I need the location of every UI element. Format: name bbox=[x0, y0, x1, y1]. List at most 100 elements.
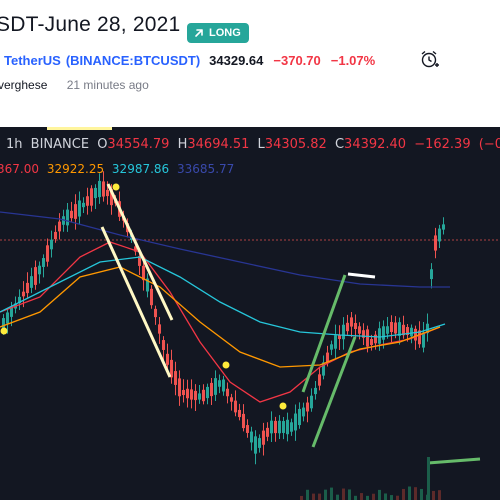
candle-body bbox=[94, 187, 97, 199]
candle-body bbox=[382, 326, 385, 340]
low-label: L bbox=[257, 137, 265, 152]
interval-label[interactable]: 1h bbox=[6, 137, 23, 152]
candle-body bbox=[354, 322, 357, 330]
candle-body bbox=[302, 407, 305, 417]
high-label: H bbox=[177, 137, 188, 152]
candle-body bbox=[70, 210, 73, 219]
ma-value-red: 367.00 bbox=[0, 162, 39, 176]
candle-body bbox=[266, 427, 269, 437]
trendline-green-bottom bbox=[427, 457, 481, 465]
candle-body bbox=[350, 317, 353, 327]
candlestick-canvas bbox=[0, 171, 500, 500]
candle-body bbox=[158, 324, 161, 334]
candle-body bbox=[174, 371, 177, 385]
signal-dot bbox=[222, 361, 230, 369]
candle-body bbox=[278, 420, 281, 434]
close-value: 34392.40 bbox=[344, 137, 407, 152]
signal-dot bbox=[112, 183, 120, 191]
volume-bar bbox=[432, 490, 435, 500]
candle-body bbox=[182, 389, 185, 396]
volume-bar bbox=[300, 495, 303, 500]
candle-body bbox=[178, 378, 181, 397]
trendline-green-right bbox=[311, 336, 357, 448]
ohlc-legend: 1h BINANCE O34554.79 H34694.51 L34305.82… bbox=[6, 137, 500, 152]
long-badge: LONG bbox=[187, 23, 249, 43]
volume-bar bbox=[420, 488, 423, 500]
candle-body bbox=[18, 296, 21, 304]
volume-bar bbox=[414, 487, 417, 500]
candle-body bbox=[338, 334, 341, 340]
close-label: C bbox=[334, 137, 345, 152]
candle-body bbox=[242, 413, 245, 429]
candle-body bbox=[442, 224, 445, 230]
high-value: 34694.51 bbox=[187, 137, 250, 152]
candle-body bbox=[170, 359, 173, 378]
published-time: 21 minutes ago bbox=[66, 78, 149, 92]
candle-body bbox=[258, 438, 261, 448]
candle-body bbox=[298, 408, 301, 426]
symbol-name-link[interactable]: TetherUS bbox=[4, 53, 61, 68]
volume-bar bbox=[427, 457, 430, 500]
candle-body bbox=[146, 278, 149, 292]
candle-body bbox=[254, 436, 257, 454]
candle-body bbox=[138, 256, 141, 266]
idea-title: SDT-June 28, 2021 bbox=[0, 13, 181, 36]
candle-body bbox=[274, 420, 277, 434]
ma-value-cyan: 32987.86 bbox=[111, 162, 170, 176]
candle-body bbox=[58, 221, 61, 232]
candle-body bbox=[226, 388, 229, 397]
price-chart[interactable]: 1h BINANCE O34554.79 H34694.51 L34305.82… bbox=[0, 127, 500, 500]
volume-bar bbox=[396, 495, 399, 500]
badge-label: LONG bbox=[209, 27, 241, 39]
candle-body bbox=[262, 430, 265, 445]
volume-bar bbox=[318, 493, 321, 500]
candle-body bbox=[418, 330, 421, 345]
candle-body bbox=[294, 413, 297, 431]
author-name[interactable]: verghese bbox=[0, 78, 48, 92]
volume-bar bbox=[408, 486, 411, 500]
volume-bar bbox=[348, 489, 351, 500]
candle-body bbox=[166, 353, 169, 365]
candle-body bbox=[346, 322, 349, 332]
ma-value-blue: 33685.77 bbox=[177, 162, 235, 176]
ma-line-cyan bbox=[0, 256, 446, 338]
candle-body bbox=[34, 267, 37, 285]
candle-body bbox=[370, 338, 373, 346]
candle-body bbox=[206, 386, 209, 399]
candle-body bbox=[410, 327, 413, 337]
candle-body bbox=[6, 312, 9, 324]
idea-header: SDT-June 28, 2021 LONG TetherUS (BINANCE… bbox=[0, 0, 500, 125]
volume-bar bbox=[390, 495, 393, 500]
symbol-code-link[interactable]: (BINANCE:BTCUSDT) bbox=[65, 53, 201, 68]
candle-body bbox=[90, 188, 93, 206]
candle-body bbox=[210, 382, 213, 397]
exchange-label: BINANCE bbox=[30, 137, 90, 152]
candle-body bbox=[26, 282, 29, 294]
candle-body bbox=[246, 425, 249, 433]
candle-body bbox=[82, 202, 85, 208]
candle-body bbox=[198, 393, 201, 400]
candle-body bbox=[422, 332, 425, 348]
candle-body bbox=[358, 326, 361, 334]
candle-body bbox=[102, 181, 105, 197]
alarm-clock-icon[interactable] bbox=[418, 48, 440, 70]
volume-bar bbox=[360, 493, 363, 500]
volume-bar bbox=[378, 489, 381, 500]
open-label: O bbox=[97, 137, 108, 152]
candle-body bbox=[38, 265, 41, 275]
volume-bar bbox=[306, 489, 309, 500]
volume-bar bbox=[402, 488, 405, 500]
trendline-green-left bbox=[301, 274, 347, 393]
candle-body bbox=[270, 420, 273, 434]
candle-body bbox=[214, 378, 217, 395]
volume-bar bbox=[324, 489, 327, 500]
candle-body bbox=[162, 340, 165, 350]
candle-body bbox=[110, 188, 113, 206]
candle-body bbox=[374, 334, 377, 344]
trendline-upper bbox=[106, 183, 174, 321]
candle-body bbox=[66, 209, 69, 226]
candle-body bbox=[150, 288, 153, 306]
candle-body bbox=[334, 335, 337, 349]
selection-marker bbox=[47, 127, 112, 130]
candle-body bbox=[426, 323, 429, 334]
